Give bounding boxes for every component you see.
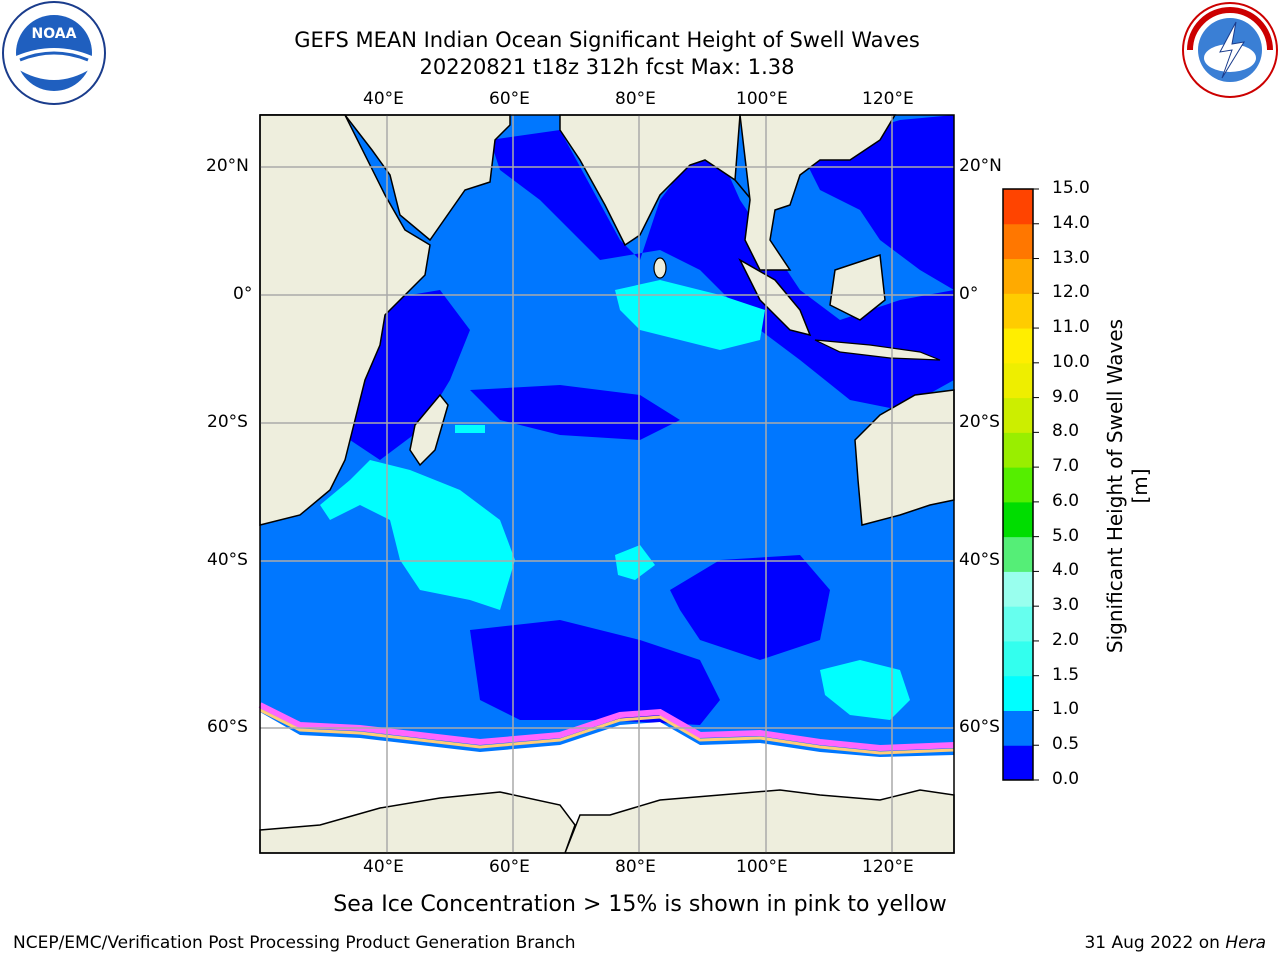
map-frame <box>259 114 955 854</box>
colorbar-tick-label: 12.0 <box>1052 282 1090 303</box>
chart-subtitle: 20220821 t18z 312h fcst Max: 1.38 <box>419 55 795 79</box>
colorbar-swatch <box>1003 432 1033 468</box>
colorbar-label: Significant Height of Swell Waves [m] <box>1103 318 1152 654</box>
lat-label-right: 40°S <box>959 550 1000 570</box>
colorbar-tick-label: 1.5 <box>1052 664 1080 685</box>
colorbar-swatch <box>1003 189 1033 225</box>
chart-title: GEFS MEAN Indian Ocean Significant Heigh… <box>294 28 920 52</box>
noaa-logo-text: NOAA <box>32 26 77 42</box>
lat-label-right: 60°S <box>959 717 1000 737</box>
lat-label-right: 20°S <box>959 412 1000 432</box>
colorbar-tick-label: 8.0 <box>1052 421 1080 442</box>
colorbar-swatch <box>1003 362 1033 399</box>
colorbar-swatch <box>1003 328 1033 364</box>
lon-label-top: 40°E <box>363 89 404 109</box>
colorbar-tick-label: 7.0 <box>1052 456 1080 477</box>
lon-label-top: 60°E <box>489 89 530 109</box>
colorbar-swatch <box>1003 467 1033 503</box>
colorbar-swatch <box>1003 571 1033 607</box>
lon-label-bottom: 100°E <box>736 857 788 877</box>
colorbar-swatch <box>1003 397 1033 433</box>
footer-branch: NCEP/EMC/Verification Post Processing Pr… <box>13 933 576 953</box>
lat-label-left: 20°N <box>206 156 249 176</box>
lat-label-left: 40°S <box>207 550 248 570</box>
colorbar-swatch <box>1003 745 1033 781</box>
colorbar-tick-label: 15.0 <box>1052 178 1090 198</box>
colorbar-tick-label: 11.0 <box>1052 317 1090 338</box>
colorbar-tick-label: 6.0 <box>1052 490 1080 511</box>
colorbar-tick-label: 14.0 <box>1052 212 1090 233</box>
colorbar-swatch <box>1003 293 1033 329</box>
colorbar-tick-label: 13.0 <box>1052 247 1090 268</box>
colorbar-swatch <box>1003 710 1033 746</box>
colorbar-tick-label: 9.0 <box>1052 386 1080 407</box>
footer-date-text: 31 Aug 2022 on <box>1084 933 1226 953</box>
colorbar-tick-label: 2.0 <box>1052 629 1080 650</box>
colorbar-swatch <box>1003 675 1033 711</box>
lat-label-right: 0° <box>959 284 979 304</box>
colorbar-frame <box>1002 188 1034 781</box>
lon-label-top: 120°E <box>862 89 914 109</box>
gridlines <box>260 115 954 853</box>
lat-label-left: 20°S <box>207 412 248 432</box>
colorbar-tick-label: 4.0 <box>1052 560 1080 581</box>
colorbar-tick-label: 3.0 <box>1052 595 1080 616</box>
lon-label-bottom: 80°E <box>615 857 656 877</box>
lat-label-left: 0° <box>233 284 253 304</box>
colorbar-swatch <box>1003 223 1033 260</box>
nws-logo <box>1182 2 1278 98</box>
colorbar <box>1003 188 1039 781</box>
noaa-logo: NOAA <box>2 1 106 105</box>
map-area <box>258 114 955 854</box>
lon-label-top: 100°E <box>736 89 788 109</box>
lon-label-bottom: 120°E <box>862 857 914 877</box>
footer-machine: Hera <box>1225 933 1266 953</box>
colorbar-tick-label: 0.0 <box>1052 769 1080 789</box>
lat-label-right: 20°N <box>959 156 1002 176</box>
colorbar-swatch <box>1003 536 1033 572</box>
colorbar-swatch <box>1003 606 1033 642</box>
lon-label-top: 80°E <box>615 89 656 109</box>
colorbar-swatch <box>1003 258 1033 294</box>
lon-label-bottom: 40°E <box>363 857 404 877</box>
colorbar-tick-label: 10.0 <box>1052 351 1090 372</box>
lat-label-left: 60°S <box>207 717 248 737</box>
colorbar-swatch <box>1003 640 1033 677</box>
colorbar-tick-label: 5.0 <box>1052 525 1080 546</box>
footer-date: 31 Aug 2022 on Hera <box>1084 933 1266 953</box>
colorbar-tick-label: 1.0 <box>1052 699 1080 720</box>
colorbar-swatch <box>1003 501 1033 538</box>
colorbar-tick-label: 0.5 <box>1052 734 1080 755</box>
lon-label-bottom: 60°E <box>489 857 530 877</box>
sea-ice-caption: Sea Ice Concentration > 15% is shown in … <box>333 892 947 917</box>
